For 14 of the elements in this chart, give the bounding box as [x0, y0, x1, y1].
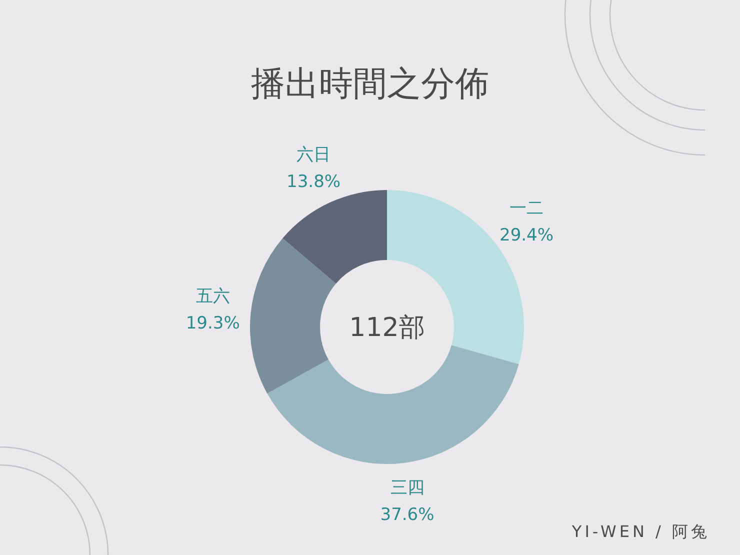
chart-title: 播出時間之分佈	[251, 64, 489, 104]
data-label: 19.3%	[186, 314, 240, 334]
text: 112部	[349, 313, 425, 343]
slice-label: 五六	[196, 286, 230, 307]
slice-label: 三四	[390, 478, 424, 498]
text: YI-WEN / 阿兔	[570, 522, 710, 541]
data-label: 13.8%	[286, 172, 341, 192]
data-label: 29.4%	[500, 225, 554, 246]
data-label: 37.6%	[380, 504, 434, 525]
slice-label: 一二	[510, 198, 544, 218]
donut-slice	[250, 238, 336, 394]
donut-slice	[267, 345, 519, 464]
donut-slice	[282, 190, 387, 284]
slice-label: 六日	[296, 145, 331, 166]
